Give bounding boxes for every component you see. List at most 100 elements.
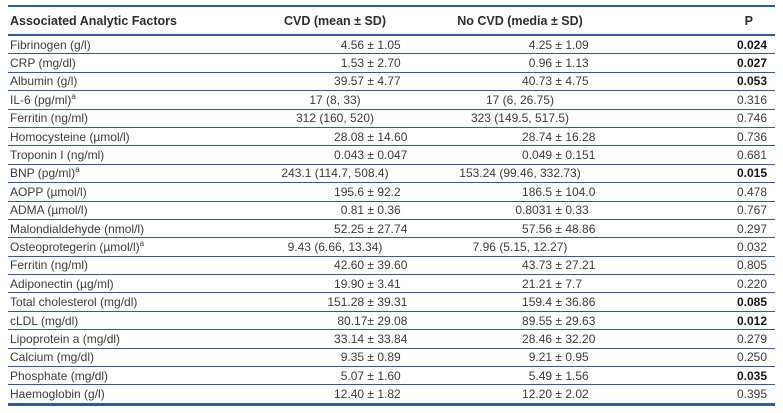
p-value-cell: 0.297 [620,219,775,239]
cvd-value-cell: 9.35 ± 0.89 [250,348,420,368]
factor-label: cLDL (mg/dl) [10,313,79,328]
p-value-cell: 0.220 [620,274,775,294]
p-value-cell: 0.012 [620,311,775,331]
no-cvd-value-cell: 0.049 ± 0.151 [420,145,620,165]
table-row: Homocysteine (µmol/l) 28.08 ± 14.60 28.7… [8,127,775,147]
header-row: Associated Analytic Factors CVD (mean ± … [8,6,775,36]
table-row: IL-6 (pg/ml)a 17 (8, 33) 17 (6, 26.75) 0… [8,90,775,110]
factor-cell: AOPP (µmol/l) [8,182,250,202]
cvd-value-cell: 0.043 ± 0.047 [250,145,420,165]
factor-cell: BNP (pg/ml)a [8,164,250,184]
factor-label: IL-6 (pg/ml) [10,92,72,107]
factor-label: Homocysteine (µmol/l) [10,129,130,144]
p-value-cell: 0.015 [620,164,775,184]
table-row: ADMA (µmol/l) 0.81 ± 0.36 0.8031 ± 0.33 … [8,201,775,220]
footnote-marker: a [75,165,80,175]
no-cvd-value-cell: 5.49 ± 1.56 [420,366,620,386]
factor-label: Fibrinogen (g/l) [10,37,91,52]
cvd-value-cell: 39.57 ± 4.77 [250,72,420,92]
factor-label: Osteoprotegerin (µmol/l) [10,239,140,254]
table-row: Fibrinogen (g/l) 4.56 ± 1.05 4.25 ± 1.09… [8,35,775,55]
cvd-value-cell: 52.25 ± 27.74 [250,219,420,239]
p-value-cell: 0.478 [620,182,775,202]
p-value-cell: 0.032 [620,237,775,257]
no-cvd-value-cell: 89.55 ± 29.63 [420,311,620,331]
factor-cell: Lipoprotein a (mg/dl) [8,329,250,349]
cvd-value-cell: 80.17 ± 29.08 [250,311,420,331]
analytic-factors-table-wrapper: Associated Analytic Factors CVD (mean ± … [8,5,775,406]
no-cvd-value-cell: 0.96 ± 1.13 [420,53,620,73]
factor-label: Total cholesterol (mg/dl) [10,295,138,310]
p-value-cell: 0.024 [620,35,775,55]
factor-label: AOPP (µmol/l) [10,184,87,199]
factor-cell: Homocysteine (µmol/l) [8,127,250,147]
table-row: Ferritin (ng/ml) 312 (160, 520) 323 (149… [8,109,775,128]
cvd-value-cell: 4.56 ± 1.05 [250,35,420,55]
factor-cell: Adiponectin (µg/ml) [8,274,250,294]
factor-cell: cLDL (mg/dl) [8,311,250,331]
factor-cell: ADMA (µmol/l) [8,201,250,220]
factor-cell: Albumin (g/l) [8,72,250,92]
no-cvd-value-cell: 323 (149.5, 517.5) [420,109,620,128]
factor-cell: Total cholesterol (mg/dl) [8,292,250,312]
p-value-cell: 0.085 [620,292,775,312]
factor-label: Haemoglobin (g/l) [10,387,105,402]
no-cvd-value-cell: 28.46 ± 32.20 [420,329,620,349]
table-row: Albumin (g/l) 39.57 ± 4.77 40.73 ± 4.75 … [8,72,775,92]
p-value-cell: 0.250 [620,348,775,368]
footnote-marker: a [71,91,76,101]
col-header-no-cvd: No CVD (media ± SD) [420,6,620,36]
cvd-value-cell: 42.60 ± 39.60 [250,256,420,276]
p-value-cell: 0.035 [620,366,775,386]
table-row: Total cholesterol (mg/dl) 151.28 ± 39.31… [8,292,775,312]
cvd-value-cell: 312 (160, 520) [250,109,420,128]
p-value-cell: 0.746 [620,109,775,128]
table-row: Troponin I (ng/ml) 0.043 ± 0.047 0.049 ±… [8,145,775,165]
cvd-value-cell: 28.08 ± 14.60 [250,127,420,147]
analytic-factors-table: Associated Analytic Factors CVD (mean ± … [8,5,775,406]
table-row: AOPP (µmol/l) 195.6 ± 92.2 186.5 ± 104.0… [8,182,775,202]
no-cvd-value-cell: 40.73 ± 4.75 [420,72,620,92]
table-row: Haemoglobin (g/l) 12.40 ± 1.82 12.20 ± 2… [8,385,775,404]
factor-cell: Calcium (mg/dl) [8,348,250,368]
cvd-value-cell: 33.14 ± 33.84 [250,329,420,349]
col-header-factors: Associated Analytic Factors [8,6,250,36]
table-row: Adiponectin (µg/ml) 19.90 ± 3.41 21.21 ±… [8,274,775,294]
factor-label: BNP (pg/ml) [10,166,76,181]
cvd-value-cell: 1.53 ± 2.70 [250,53,420,73]
factor-cell: CRP (mg/dl) [8,53,250,73]
no-cvd-value-cell: 57.56 ± 48.86 [420,219,620,239]
factor-cell: Troponin I (ng/ml) [8,145,250,165]
no-cvd-value-cell: 28.74 ± 16.28 [420,127,620,147]
factor-cell: Haemoglobin (g/l) [8,385,250,404]
table-row: Calcium (mg/dl) 9.35 ± 0.89 9.21 ± 0.95 … [8,348,775,368]
factor-cell: Ferritin (ng/ml) [8,256,250,276]
no-cvd-value-cell: 17 (6, 26.75) [420,90,620,110]
no-cvd-value-cell: 9.21 ± 0.95 [420,348,620,368]
factor-cell: Fibrinogen (g/l) [8,35,250,55]
no-cvd-value-cell: 12.20 ± 2.02 [522,387,589,402]
factor-cell: IL-6 (pg/ml)a [8,90,250,110]
table-row: Lipoprotein a (mg/dl) 33.14 ± 33.84 28.4… [8,329,775,349]
factor-label: Calcium (mg/dl) [10,350,95,365]
p-value-cell: 0.767 [620,201,775,220]
footnote-marker: a [139,238,145,248]
table-row: Osteoprotegerin (µmol/l)a 9.43 (6.66, 13… [8,237,775,257]
factor-label: Ferritin (ng/ml) [10,258,89,273]
no-cvd-value-cell: 7.96 (5.15, 12.27) [420,237,620,257]
cvd-value-cell: 195.6 ± 92.2 [250,182,420,202]
factor-label: ADMA (µmol/l) [10,203,88,218]
no-cvd-value-cell: 4.25 ± 1.09 [420,35,620,55]
cvd-value-cell: 5.07 ± 1.60 [250,366,420,386]
no-cvd-value-cell: 21.21 ± 7.7 [420,274,620,294]
table-header: Associated Analytic Factors CVD (mean ± … [8,6,775,36]
no-cvd-value-cell: 153.24 (99.46, 332.73) [420,164,620,184]
factor-label: Troponin I (ng/ml) [10,148,105,163]
factor-label: CRP (mg/dl) [10,56,76,71]
no-cvd-value-cell: 159.4 ± 36.86 [420,292,620,312]
factor-label: Phosphate (mg/dl) [10,368,109,383]
factor-label: Ferritin (ng/ml) [10,111,89,126]
cvd-value-cell: 17 (8, 33) [250,90,420,110]
factor-label: Lipoprotein a (mg/dl) [10,331,121,346]
table-row: cLDL (mg/dl) 80.17 ± 29.08 89.55 ± 29.63 … [8,311,775,331]
